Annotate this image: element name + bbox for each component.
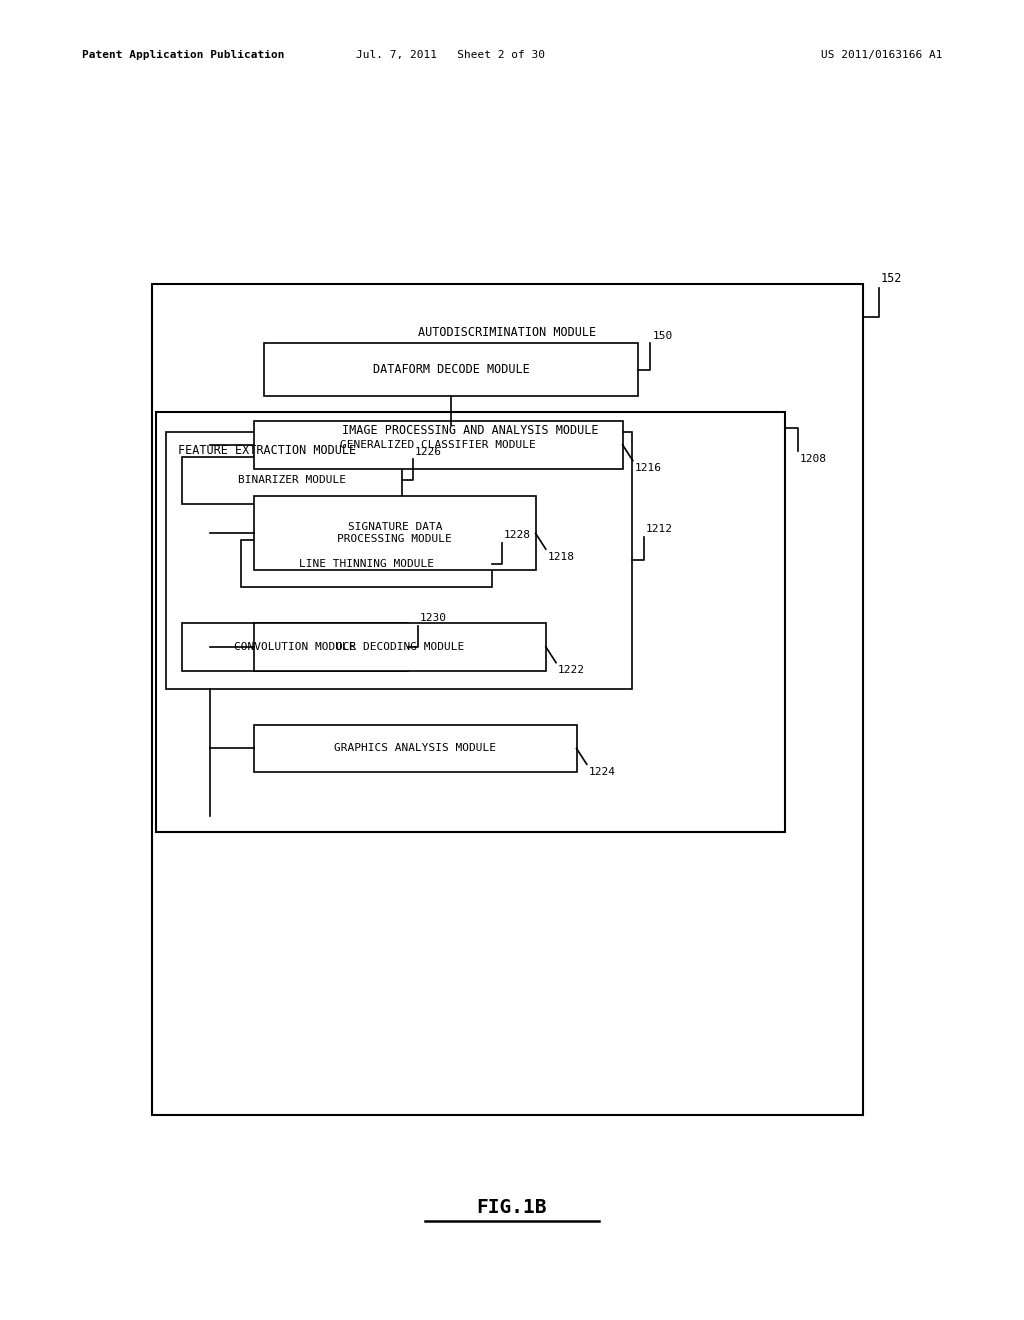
FancyBboxPatch shape: [254, 623, 546, 671]
FancyBboxPatch shape: [182, 457, 402, 504]
Text: SIGNATURE DATA
PROCESSING MODULE: SIGNATURE DATA PROCESSING MODULE: [337, 523, 453, 544]
Text: 1226: 1226: [415, 446, 441, 457]
Text: AUTODISCRIMINATION MODULE: AUTODISCRIMINATION MODULE: [418, 326, 596, 339]
FancyBboxPatch shape: [254, 725, 577, 772]
Text: 150: 150: [652, 330, 673, 341]
FancyBboxPatch shape: [264, 343, 638, 396]
FancyBboxPatch shape: [254, 496, 536, 570]
Text: IMAGE PROCESSING AND ANALYSIS MODULE: IMAGE PROCESSING AND ANALYSIS MODULE: [342, 424, 599, 437]
Text: 1208: 1208: [800, 454, 826, 465]
Text: OCR DECODING MODULE: OCR DECODING MODULE: [336, 642, 464, 652]
Text: 1212: 1212: [646, 524, 673, 533]
Text: DATAFORM DECODE MODULE: DATAFORM DECODE MODULE: [373, 363, 529, 376]
FancyBboxPatch shape: [166, 432, 632, 689]
Text: BINARIZER MODULE: BINARIZER MODULE: [239, 475, 346, 486]
Text: Patent Application Publication: Patent Application Publication: [82, 50, 285, 61]
Text: FIG.1B: FIG.1B: [477, 1199, 547, 1217]
Text: GRAPHICS ANALYSIS MODULE: GRAPHICS ANALYSIS MODULE: [334, 743, 497, 754]
Text: 152: 152: [881, 272, 902, 285]
Text: US 2011/0163166 A1: US 2011/0163166 A1: [820, 50, 942, 61]
FancyBboxPatch shape: [241, 540, 492, 587]
FancyBboxPatch shape: [182, 623, 408, 671]
Text: 1216: 1216: [635, 463, 662, 474]
Text: Jul. 7, 2011   Sheet 2 of 30: Jul. 7, 2011 Sheet 2 of 30: [356, 50, 545, 61]
Text: CONVOLUTION MODULE: CONVOLUTION MODULE: [234, 642, 355, 652]
Text: LINE THINNING MODULE: LINE THINNING MODULE: [299, 558, 433, 569]
Text: GENERALIZED CLASSIFIER MODULE: GENERALIZED CLASSIFIER MODULE: [340, 440, 537, 450]
Text: 1230: 1230: [420, 612, 446, 623]
FancyBboxPatch shape: [152, 284, 863, 1115]
Text: 1218: 1218: [548, 552, 574, 562]
FancyBboxPatch shape: [254, 421, 623, 469]
FancyBboxPatch shape: [156, 412, 785, 832]
Text: FEATURE EXTRACTION MODULE: FEATURE EXTRACTION MODULE: [178, 444, 356, 457]
Text: 1228: 1228: [504, 529, 530, 540]
Text: 1222: 1222: [558, 665, 585, 676]
Text: 1224: 1224: [589, 767, 615, 777]
